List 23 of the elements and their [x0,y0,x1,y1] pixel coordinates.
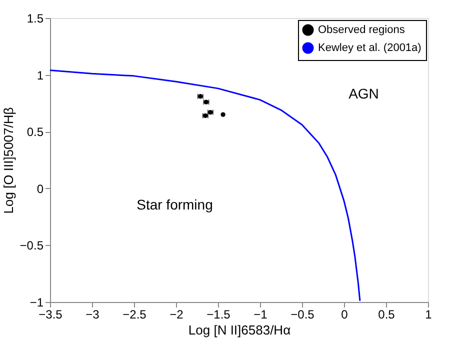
x-tick-label: −1 [254,308,268,322]
x-tick-label: −2.5 [122,308,147,322]
legend-label: Observed regions [318,24,406,36]
y-axis-title: Log [O III]5007/Hβ [0,107,16,214]
point [220,112,226,117]
y-tick-label: −0.5 [20,238,44,253]
x-tick-label: 1 [425,308,432,322]
x-tick-label: 0.5 [378,308,396,322]
x-tick-label: −2 [170,308,184,322]
annotation: AGN [348,86,379,102]
x-tick-label: −1.5 [206,308,231,322]
x-tick-label: 0 [341,308,348,322]
y-tick-label: −1 [30,296,44,310]
legend-label: Kewley et al. (2001a) [318,42,422,54]
x-tick-label: −0.5 [290,308,315,322]
x-tick-label: −3 [86,308,100,322]
y-tick-label: 0.5 [26,125,44,140]
y-tick-label: 1.5 [26,12,44,26]
x-tick-label: −3.5 [38,308,63,322]
y-tick-label: 0 [36,182,44,196]
y-tick-label: 1 [36,68,44,82]
x-axis-title: Log [N II]6583/Hα [188,322,292,338]
annotation: Star forming [136,196,213,212]
